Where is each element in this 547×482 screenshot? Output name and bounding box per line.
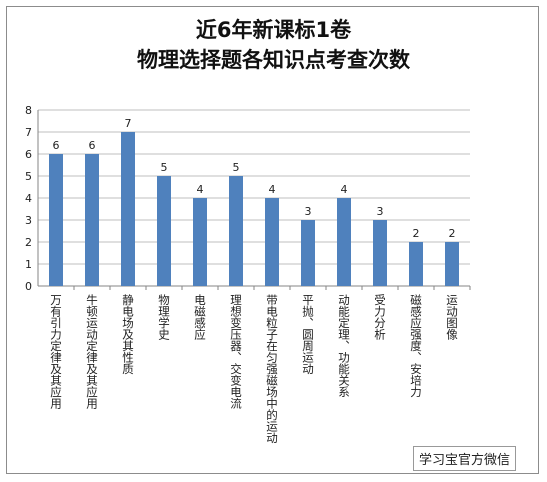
x-category-label: 受力分析 <box>373 294 387 341</box>
bar <box>49 154 63 286</box>
y-tick-label: 0 <box>25 280 32 293</box>
data-label: 7 <box>125 117 132 130</box>
y-tick-label: 8 <box>25 104 32 117</box>
x-category-label: 动能定理、功能关系 <box>337 294 351 398</box>
data-label: 2 <box>413 227 420 240</box>
data-label: 4 <box>269 183 276 196</box>
x-category-label: 静电场及其性质 <box>121 293 135 374</box>
data-label: 5 <box>161 161 168 174</box>
x-category-label: 理想变压器、交变电流 <box>229 294 243 409</box>
bar <box>121 132 135 286</box>
data-label: 4 <box>197 183 204 196</box>
bar <box>229 176 243 286</box>
x-category-label: 牛顿运动定律及其应用 <box>85 293 99 410</box>
x-category-label: 平抛、圆周运动 <box>301 294 315 375</box>
data-label: 6 <box>53 139 60 152</box>
bar <box>337 198 351 286</box>
bar <box>373 220 387 286</box>
watermark-badge: 学习宝官方微信 <box>413 446 517 471</box>
data-label: 2 <box>449 227 456 240</box>
x-category-label: 磁感应强度、安培力 <box>409 293 423 398</box>
y-tick-label: 2 <box>25 236 32 249</box>
bar <box>265 198 279 286</box>
x-category-label: 带电粒子在匀强磁场中的运动 <box>265 294 279 444</box>
bar <box>445 242 459 286</box>
chart-title-line-2: 物理选择题各知识点考查次数 <box>137 48 410 72</box>
x-category-label: 运动图像 <box>445 294 459 340</box>
data-label: 3 <box>305 205 312 218</box>
chart-title-line-1: 近6年新课标1卷 <box>195 18 352 42</box>
y-tick-label: 3 <box>25 214 32 227</box>
bar <box>409 242 423 286</box>
bar <box>301 220 315 286</box>
x-category-label: 电磁感应 <box>193 294 207 341</box>
data-label: 3 <box>377 205 384 218</box>
y-tick-label: 1 <box>25 258 32 271</box>
bar <box>193 198 207 286</box>
data-label: 4 <box>341 183 348 196</box>
y-tick-label: 7 <box>25 126 32 139</box>
x-category-label: 万有引力定律及其应用 <box>49 294 63 410</box>
y-tick-label: 6 <box>25 148 32 161</box>
bar <box>157 176 171 286</box>
x-category-label: 物理学史 <box>157 293 171 341</box>
data-label: 5 <box>233 161 240 174</box>
bar <box>85 154 99 286</box>
data-label: 6 <box>89 139 96 152</box>
y-tick-label: 4 <box>25 192 32 205</box>
y-tick-label: 5 <box>25 170 32 183</box>
